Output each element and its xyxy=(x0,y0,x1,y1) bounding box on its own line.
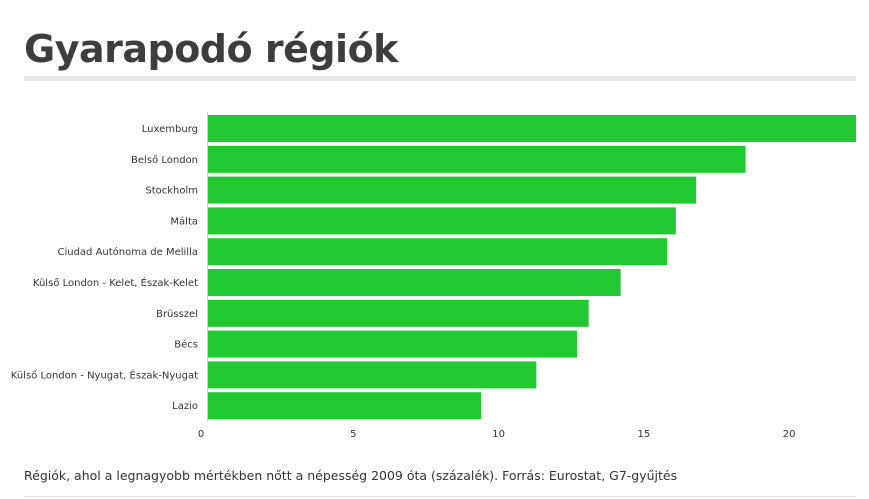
bar xyxy=(208,269,621,296)
category-label: Lazio xyxy=(172,401,198,412)
x-tick-label: 5 xyxy=(350,429,356,440)
bar xyxy=(208,392,482,420)
x-tick-label: 20 xyxy=(783,429,796,440)
bar xyxy=(208,115,856,142)
category-label: Bécs xyxy=(174,339,198,351)
category-label: Stockholm xyxy=(145,186,198,197)
category-label: Külső London - Nyugat, Észak-Nyugat xyxy=(11,368,198,381)
bar-chart: Luxemburg Belső London Stockholm Málta Ciuda… xyxy=(11,112,856,440)
page-title: Gyarapodó régiók xyxy=(24,27,398,71)
title-divider xyxy=(24,76,856,81)
category-labels: Luxemburg Belső London Stockholm Málta Ciuda… xyxy=(11,124,198,412)
x-tick-label: 10 xyxy=(492,429,505,440)
bar xyxy=(208,299,589,327)
bars-layer xyxy=(208,115,856,420)
category-label: Brüsszel xyxy=(156,309,198,320)
category-label: Málta xyxy=(170,215,198,227)
bar xyxy=(208,361,537,389)
x-tick-label: 0 xyxy=(198,429,204,440)
chart-caption: Régiók, ahol a legnagyobb mértékben nőtt… xyxy=(24,468,678,483)
category-label: Luxemburg xyxy=(142,124,198,135)
footer-divider xyxy=(24,496,856,497)
category-label: Külső London - Kelet, Észak-Kelet xyxy=(33,276,198,289)
x-tick-label: 15 xyxy=(638,429,651,440)
bar xyxy=(208,207,676,235)
category-label: Ciudad Autónoma de Melilla xyxy=(57,246,198,258)
x-axis-ticks: 0 5 10 15 20 xyxy=(198,429,796,440)
category-label: Belső London xyxy=(131,154,198,166)
bar xyxy=(208,176,697,204)
bar xyxy=(208,330,578,358)
bar xyxy=(208,238,668,266)
bar xyxy=(208,145,746,173)
